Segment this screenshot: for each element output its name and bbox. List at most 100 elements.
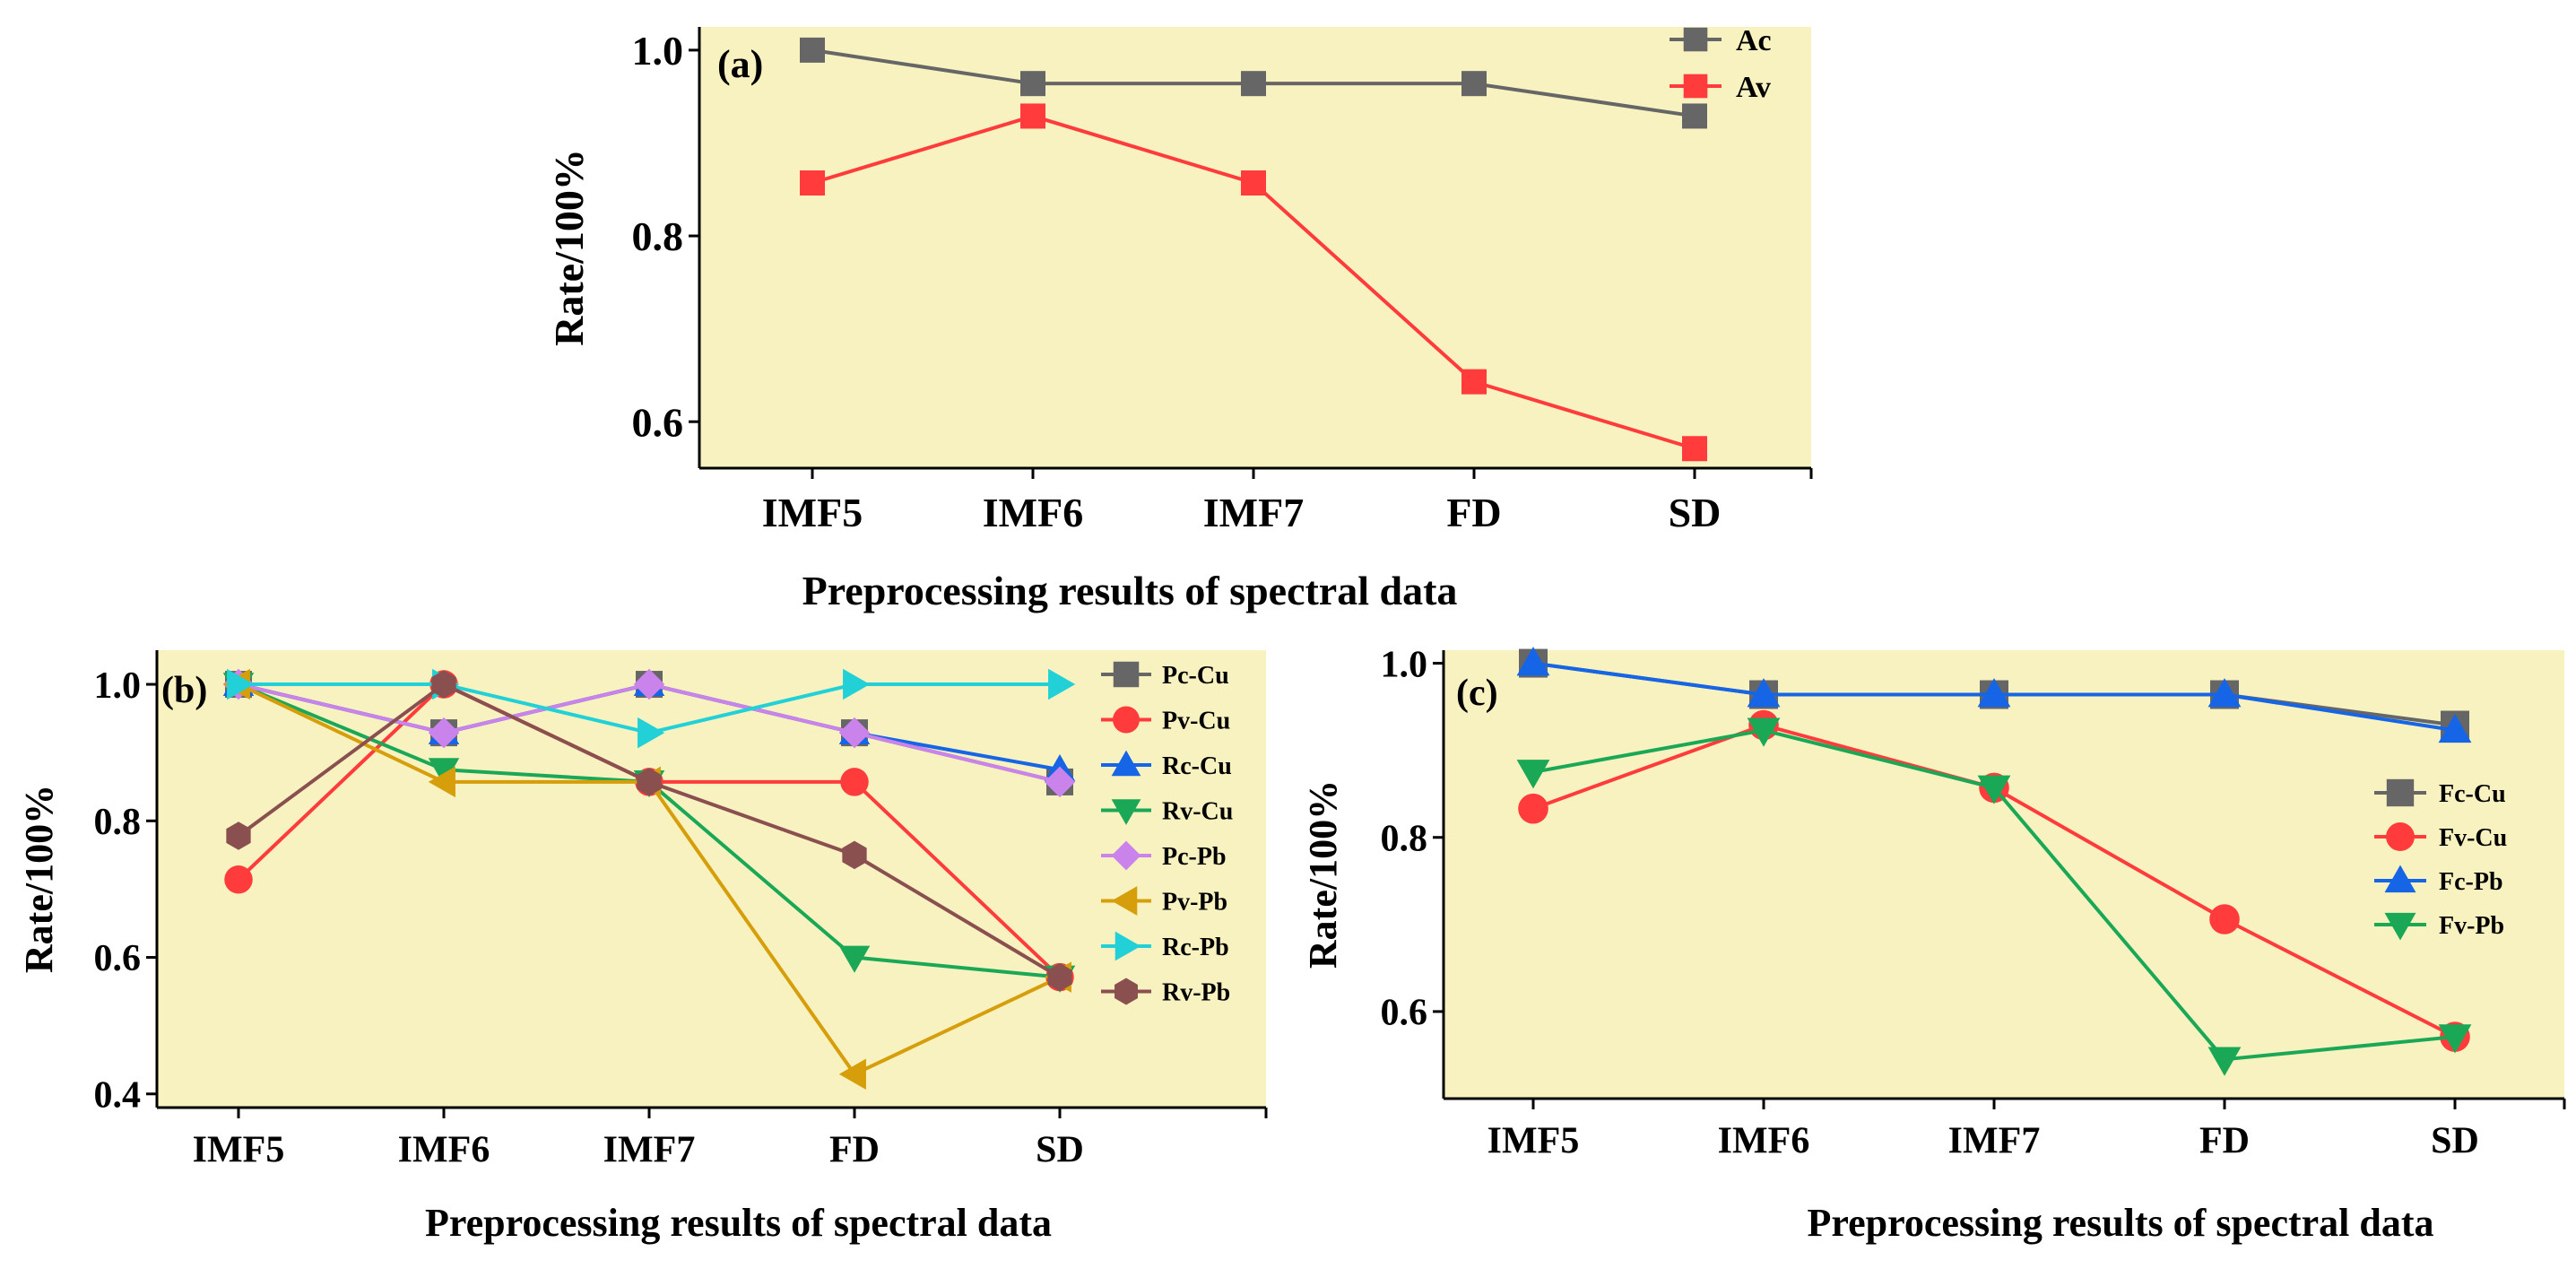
x-tick-label: SD bbox=[1036, 1129, 1084, 1170]
x-tick-label: SD bbox=[1669, 490, 1722, 535]
data-point bbox=[840, 768, 869, 796]
data-point bbox=[226, 821, 251, 850]
legend-label: Fv-Cu bbox=[2439, 824, 2507, 852]
data-point bbox=[633, 668, 665, 700]
x-axis-label: Preprocessing results of spectral data bbox=[802, 568, 1458, 613]
x-axis-label: Preprocessing results of spectral data bbox=[1807, 1201, 2433, 1245]
data-point bbox=[1044, 766, 1076, 798]
series-av bbox=[800, 103, 1707, 462]
legend-label: Pc-Cu bbox=[1162, 662, 1229, 690]
legend-item: Ac bbox=[1670, 24, 1772, 57]
legend-marker bbox=[1111, 840, 1141, 871]
data-point bbox=[843, 668, 871, 700]
x-tick-label: IMF7 bbox=[1203, 490, 1304, 535]
legend-marker bbox=[1111, 886, 1138, 916]
series-fc-pb bbox=[1516, 647, 2472, 743]
y-tick-label: 0.6 bbox=[632, 399, 684, 445]
legend-label: Rc-Cu bbox=[1162, 752, 1232, 780]
legend-marker bbox=[2384, 912, 2416, 941]
data-point bbox=[800, 170, 825, 196]
panel-label: (b) bbox=[161, 670, 207, 711]
series-ac bbox=[800, 37, 1707, 129]
series-rc-pb bbox=[227, 668, 1076, 749]
legend-marker bbox=[1113, 706, 1140, 734]
legend-label: Pv-Cu bbox=[1162, 707, 1230, 734]
x-tick-label: IMF5 bbox=[762, 490, 863, 535]
data-point bbox=[838, 945, 871, 973]
data-point bbox=[224, 865, 253, 894]
y-axis-label: Rate/100% bbox=[17, 785, 61, 973]
legend-marker bbox=[2386, 822, 2415, 851]
legend-marker bbox=[2384, 865, 2416, 893]
data-point bbox=[637, 717, 665, 749]
panel-label: (c) bbox=[1456, 673, 1498, 714]
legend-label: Rc-Pb bbox=[1162, 934, 1229, 961]
x-tick-label: IMF6 bbox=[1718, 1120, 1810, 1161]
plot-background bbox=[1444, 650, 2564, 1099]
legend-marker bbox=[1111, 750, 1141, 777]
y-tick-label: 0.6 bbox=[94, 938, 142, 979]
y-axis-label: Rate/100% bbox=[546, 149, 592, 346]
legend-label: Rv-Pb bbox=[1162, 978, 1230, 1006]
data-point bbox=[428, 758, 460, 786]
legend-marker bbox=[1115, 931, 1141, 961]
data-point bbox=[431, 670, 456, 699]
legend-marker bbox=[1683, 74, 1708, 99]
legend: Pc-Cu Pv-Cu Rc-Cu Rv-Cu Pc-Pb Pv-Pb Rc-Pb Rv-Pb bbox=[1101, 661, 1233, 1006]
legend-item: Rc-Pb bbox=[1101, 931, 1229, 961]
data-point bbox=[1047, 962, 1072, 992]
data-point bbox=[2438, 1024, 2472, 1054]
legend-label: Ac bbox=[1736, 24, 1772, 57]
x-tick-label: IMF6 bbox=[398, 1129, 490, 1170]
data-point bbox=[2209, 904, 2240, 934]
legend-label: Rv-Cu bbox=[1162, 797, 1233, 825]
data-point bbox=[1682, 436, 1707, 462]
legend-item: Fc-Pb bbox=[2374, 865, 2503, 896]
legend-item: Fv-Cu bbox=[2374, 822, 2507, 852]
panel-a: 0.6 0.8 1.0 IMF5 IMF6 IMF7 FD SD Preprocessing r… bbox=[546, 24, 1813, 613]
data-point bbox=[1518, 793, 1548, 824]
legend-item: Rc-Cu bbox=[1101, 750, 1232, 780]
x-tick-label: IMF7 bbox=[1948, 1120, 2041, 1161]
x-tick-label: FD bbox=[829, 1129, 880, 1170]
y-tick-label: 0.8 bbox=[632, 213, 684, 259]
data-point bbox=[428, 766, 455, 798]
data-point bbox=[1747, 717, 1781, 747]
legend-marker bbox=[1115, 978, 1138, 1005]
data-point bbox=[1020, 103, 1045, 129]
data-point bbox=[2438, 713, 2472, 743]
x-tick-label: IMF6 bbox=[983, 490, 1083, 535]
legend-marker bbox=[2386, 778, 2415, 807]
data-point bbox=[1682, 103, 1707, 129]
data-point bbox=[1461, 71, 1487, 97]
y-tick-label: 1.0 bbox=[1381, 644, 1428, 685]
legend-item: Av bbox=[1670, 71, 1771, 104]
legend-label: Av bbox=[1736, 71, 1771, 104]
data-point bbox=[1461, 369, 1487, 395]
x-axis-label: Preprocessing results of spectral data bbox=[425, 1201, 1052, 1245]
legend-item: Rv-Pb bbox=[1101, 978, 1230, 1006]
data-point bbox=[1020, 71, 1045, 97]
legend: Fc-Cu Fv-Cu Fc-Pb Fv-Pb bbox=[2374, 778, 2507, 941]
panel-label: (a) bbox=[717, 42, 763, 86]
legend: Ac Av bbox=[1670, 24, 1772, 104]
data-point bbox=[1241, 170, 1266, 196]
legend-item: Pc-Pb bbox=[1101, 840, 1227, 871]
data-point bbox=[838, 717, 871, 749]
series-fv-pb bbox=[1516, 717, 2472, 1076]
legend-marker bbox=[1113, 661, 1140, 688]
legend-marker bbox=[1111, 799, 1141, 825]
y-tick-label: 0.4 bbox=[94, 1074, 142, 1116]
legend-label: Pc-Pb bbox=[1162, 843, 1227, 871]
y-axis-label: Rate/100% bbox=[1301, 780, 1345, 969]
legend-marker bbox=[1683, 27, 1708, 52]
legend-label: Fc-Cu bbox=[2439, 780, 2506, 808]
data-point bbox=[1048, 668, 1076, 700]
data-point bbox=[1516, 760, 1550, 789]
data-point bbox=[227, 668, 255, 700]
x-tick-label: FD bbox=[2199, 1120, 2250, 1161]
legend-label: Fv-Pb bbox=[2439, 912, 2504, 940]
data-point bbox=[800, 37, 825, 63]
data-point bbox=[1977, 775, 2011, 804]
